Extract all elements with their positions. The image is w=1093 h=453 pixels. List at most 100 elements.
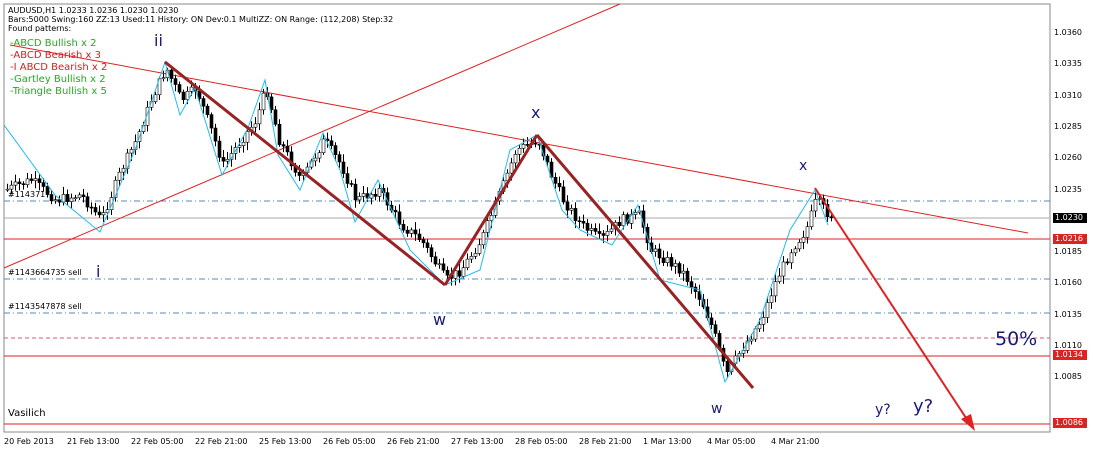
candle-body bbox=[401, 224, 406, 231]
candle-body bbox=[353, 183, 358, 201]
candle-body bbox=[645, 227, 650, 244]
candle-body bbox=[373, 194, 378, 197]
candle-body bbox=[89, 206, 94, 209]
candle-body bbox=[793, 248, 798, 254]
candle-body bbox=[521, 144, 526, 149]
candle-body bbox=[469, 256, 474, 260]
candle-body bbox=[709, 317, 714, 325]
candle-body bbox=[789, 252, 794, 264]
candle-body bbox=[253, 123, 258, 128]
candle-body bbox=[245, 131, 250, 143]
projection-arrow-head bbox=[961, 414, 975, 431]
candle-body bbox=[29, 178, 34, 181]
price-tick-label: 1.0335 bbox=[1054, 59, 1082, 69]
candle-body bbox=[69, 197, 74, 202]
candle-body bbox=[33, 178, 38, 181]
price-tag: 1.0230 bbox=[1053, 213, 1087, 223]
candle-body bbox=[109, 197, 114, 210]
candle-body bbox=[5, 188, 10, 191]
candle-body bbox=[765, 302, 770, 318]
candle-body bbox=[597, 231, 602, 234]
candle-body bbox=[285, 145, 290, 153]
candle-body bbox=[605, 231, 610, 236]
price-tick-label: 1.0310 bbox=[1054, 90, 1082, 100]
price-tick-label: 1.0160 bbox=[1054, 278, 1082, 288]
time-tick-label: 22 Feb 21:00 bbox=[195, 437, 248, 446]
candle-body bbox=[525, 144, 530, 146]
candle-body bbox=[277, 123, 282, 145]
price-tick-label: 1.0260 bbox=[1054, 153, 1082, 163]
time-tick-label: 27 Feb 13:00 bbox=[451, 437, 504, 446]
candle-body bbox=[289, 151, 294, 167]
candle-body bbox=[37, 178, 42, 183]
price-tag: 1.0134 bbox=[1053, 350, 1087, 360]
candle-body bbox=[801, 237, 806, 243]
candle-body bbox=[357, 196, 362, 201]
candle-body bbox=[621, 214, 626, 226]
candle-body bbox=[569, 208, 574, 211]
candle-body bbox=[413, 229, 418, 235]
symbol-info: AUDUSD,H1 1.0233 1.0236 1.0230 1.0230 bbox=[8, 6, 179, 15]
candle-body bbox=[781, 261, 786, 277]
candle-body bbox=[53, 199, 58, 202]
wave-label-y-small: y? bbox=[875, 402, 891, 418]
candle-body bbox=[85, 196, 90, 208]
candle-body bbox=[609, 228, 614, 232]
candle-body bbox=[41, 182, 46, 187]
candle-body bbox=[757, 324, 762, 330]
candle-body bbox=[425, 242, 430, 248]
order-label-2: #1143664735 sell bbox=[8, 268, 82, 277]
candle-body bbox=[173, 78, 178, 85]
time-tick-label: 26 Feb 05:00 bbox=[323, 437, 376, 446]
candle-body bbox=[589, 228, 594, 231]
candle-body bbox=[113, 179, 118, 198]
pattern-item: -ABCD Bullish x 2 bbox=[10, 38, 97, 49]
candle-body bbox=[385, 192, 390, 206]
zigzag-line bbox=[3, 60, 829, 384]
time-tick-label: 28 Feb 05:00 bbox=[515, 437, 568, 446]
candle-body bbox=[417, 233, 422, 240]
candle-body bbox=[689, 281, 694, 288]
wave-label-x1: x bbox=[531, 103, 541, 122]
wave-line-up-1 bbox=[443, 134, 539, 286]
candle-body bbox=[369, 194, 374, 199]
candle-body bbox=[485, 220, 490, 233]
candle-body bbox=[593, 228, 598, 232]
candle-body bbox=[437, 263, 442, 266]
order-label-1: #1143717 bbox=[8, 190, 51, 199]
time-tick-label: 1 Mar 13:00 bbox=[643, 437, 692, 446]
candle-body bbox=[201, 98, 206, 107]
candle-body bbox=[345, 173, 350, 184]
candle-body bbox=[297, 172, 302, 176]
candle-body bbox=[49, 194, 54, 202]
candle-body bbox=[153, 94, 158, 102]
candle-body bbox=[361, 193, 366, 197]
candle-body bbox=[585, 222, 590, 231]
candle-body bbox=[537, 143, 542, 146]
candle-body bbox=[533, 142, 538, 145]
candle-body bbox=[117, 171, 122, 181]
candle-body bbox=[65, 194, 70, 202]
candle-body bbox=[121, 168, 126, 173]
lower-trend-line bbox=[3, 3, 621, 269]
candle-body bbox=[581, 221, 586, 224]
price-tag: 1.0216 bbox=[1053, 234, 1087, 244]
price-tick-label: 1.0110 bbox=[1054, 341, 1082, 350]
candle-body bbox=[181, 91, 186, 100]
pattern-item: -I ABCD Bearish x 2 bbox=[10, 62, 108, 73]
candle-body bbox=[321, 138, 326, 153]
candle-body bbox=[397, 211, 402, 225]
candle-body bbox=[349, 183, 354, 185]
candle-body bbox=[761, 317, 766, 325]
candle-body bbox=[429, 247, 434, 257]
candle-body bbox=[785, 261, 790, 264]
candle-body bbox=[161, 77, 166, 80]
candle-body bbox=[513, 154, 518, 164]
price-tick-label: 1.0135 bbox=[1054, 309, 1082, 319]
candle-body bbox=[713, 324, 718, 334]
candle-body bbox=[773, 281, 778, 297]
price-tick-label: 1.0285 bbox=[1054, 121, 1082, 131]
candle-body bbox=[229, 153, 234, 160]
time-tick-label: 25 Feb 13:00 bbox=[259, 437, 312, 446]
candle-body bbox=[601, 233, 606, 236]
